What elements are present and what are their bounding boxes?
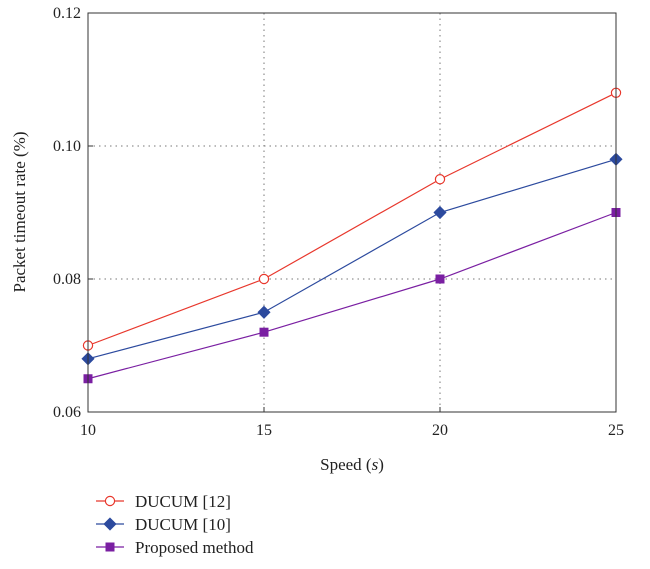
data-point <box>259 327 269 337</box>
y-tick-label: 0.10 <box>53 138 81 155</box>
data-point <box>435 274 445 284</box>
grid-lines <box>88 13 616 412</box>
series-ducum-12 <box>82 87 622 351</box>
data-point <box>434 174 446 185</box>
y-axis-title: Packet timeout rate (%) <box>10 132 29 293</box>
legend-label: Proposed method <box>135 538 254 557</box>
data-point <box>258 273 270 285</box>
y-tick-label: 0.12 <box>53 5 81 22</box>
legend: DUCUM [12] DUCUM [10] Proposed method <box>96 492 254 557</box>
legend-item: DUCUM [12] <box>96 492 231 511</box>
legend-item: DUCUM [10] <box>96 515 231 534</box>
axis-ticks: 10 15 20 25 0.06 0.08 0.10 0.12 <box>53 5 624 439</box>
data-point <box>433 205 447 220</box>
series-ducum-10 <box>81 152 623 366</box>
legend-marker <box>104 495 116 507</box>
series-proposed-method <box>83 208 621 384</box>
x-tick-label: 10 <box>80 422 96 439</box>
legend-marker <box>103 517 117 531</box>
series-line <box>87 211 617 380</box>
plot-area-frame <box>87 12 617 413</box>
x-tick-label: 15 <box>256 422 272 439</box>
legend-label: DUCUM [10] <box>135 515 231 534</box>
legend-marker <box>105 542 115 552</box>
series-lines <box>81 87 623 384</box>
x-axis-title: Speed (s) <box>320 455 384 474</box>
data-point <box>257 305 271 319</box>
series-line <box>87 158 617 360</box>
x-tick-label: 25 <box>608 422 624 439</box>
y-tick-label: 0.08 <box>53 271 81 288</box>
x-tick-label: 20 <box>432 422 448 439</box>
y-tick-label: 0.06 <box>53 404 81 421</box>
series-line <box>87 92 617 347</box>
legend-item: Proposed method <box>96 538 254 557</box>
legend-label: DUCUM [12] <box>135 492 231 511</box>
